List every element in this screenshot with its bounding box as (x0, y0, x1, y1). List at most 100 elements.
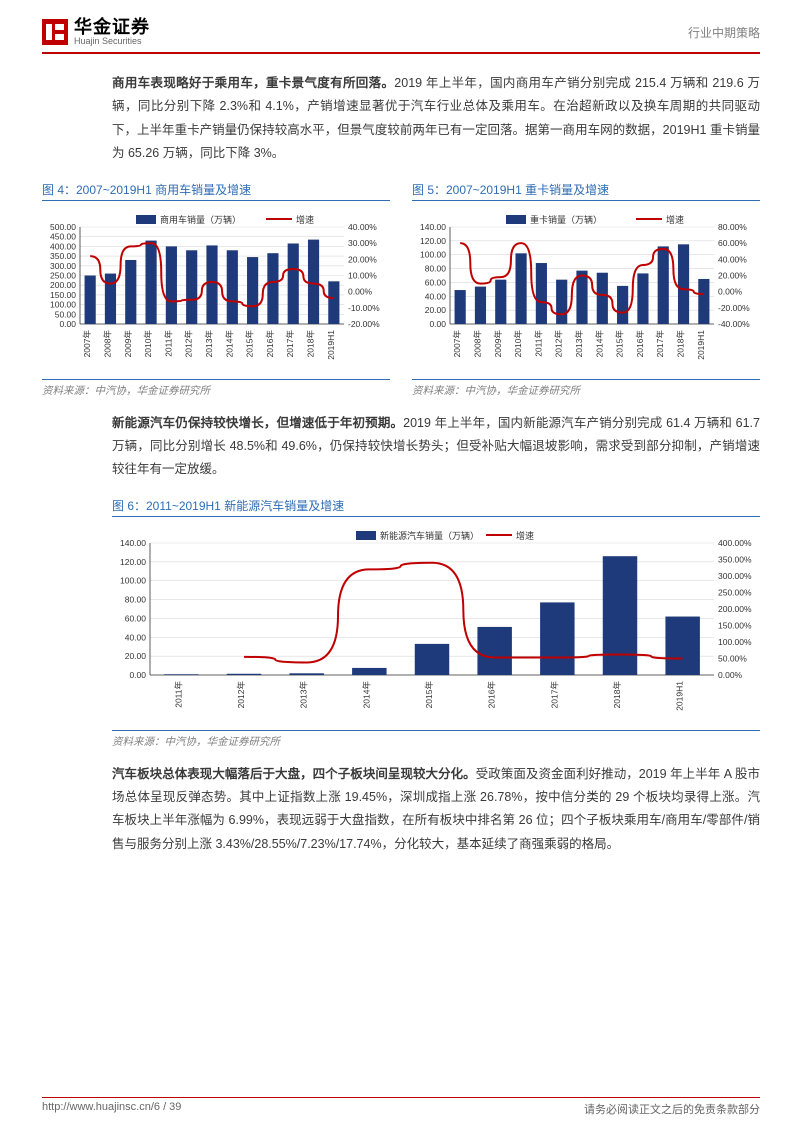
svg-text:2014年: 2014年 (361, 681, 371, 709)
svg-text:300.00: 300.00 (50, 261, 76, 271)
figure-5-source: 资料来源：中汽协，华金证券研究所 (412, 379, 760, 398)
svg-text:150.00: 150.00 (50, 290, 76, 300)
logo-text-en: Huajin Securities (74, 37, 150, 46)
figure-row-4-5: 图 4：2007~2019H1 商用车销量及增速 商用车销量（万辆） 增速 0.00… (42, 177, 760, 398)
svg-text:2008年: 2008年 (102, 329, 112, 357)
figure-6-title: 图 6：2011~2019H1 新能源汽车销量及增速 (112, 493, 760, 517)
svg-text:0.00%: 0.00% (718, 286, 743, 296)
svg-text:140.00: 140.00 (120, 538, 146, 548)
svg-text:增速: 增速 (296, 214, 314, 225)
svg-text:2018年: 2018年 (676, 329, 686, 357)
figure-5-chart: 重卡销量（万辆）增速0.0020.0040.0060.0080.00100.00… (412, 207, 760, 375)
svg-text:500.00: 500.00 (50, 222, 76, 232)
svg-text:2007年: 2007年 (452, 329, 462, 357)
svg-text:-20.00%: -20.00% (718, 303, 750, 313)
svg-text:20.00%: 20.00% (718, 270, 747, 280)
svg-text:80.00: 80.00 (125, 595, 147, 605)
svg-text:2011年: 2011年 (173, 681, 183, 708)
svg-text:2018年: 2018年 (612, 681, 622, 709)
svg-text:40.00%: 40.00% (718, 254, 747, 264)
figure-4-title: 图 4：2007~2019H1 商用车销量及增速 (42, 177, 390, 201)
svg-text:60.00%: 60.00% (718, 238, 747, 248)
svg-text:250.00%: 250.00% (718, 588, 752, 598)
svg-text:2013年: 2013年 (574, 329, 584, 357)
logo: 华金证券 Huajin Securities (42, 18, 150, 46)
svg-text:100.00%: 100.00% (718, 637, 752, 647)
paragraph-1: 商用车表现略好于乘用车，重卡景气度有所回落。2019 年上半年，国内商用车产销分… (112, 72, 760, 165)
svg-text:2010年: 2010年 (143, 329, 153, 357)
figure-4: 图 4：2007~2019H1 商用车销量及增速 商用车销量（万辆） 增速 0.00… (42, 177, 390, 398)
svg-text:2014年: 2014年 (224, 329, 234, 357)
svg-text:0.00%: 0.00% (348, 286, 373, 296)
svg-text:2009年: 2009年 (123, 329, 133, 357)
svg-text:0.00%: 0.00% (718, 670, 743, 680)
svg-text:140.00: 140.00 (420, 222, 446, 232)
svg-text:400.00%: 400.00% (718, 538, 752, 548)
svg-text:2016年: 2016年 (487, 681, 497, 709)
svg-text:60.00: 60.00 (125, 614, 147, 624)
svg-text:200.00: 200.00 (50, 280, 76, 290)
svg-text:400.00: 400.00 (50, 241, 76, 251)
svg-text:200.00%: 200.00% (718, 604, 752, 614)
svg-text:2012年: 2012年 (236, 681, 246, 709)
paragraph-3: 汽车板块总体表现大幅落后于大盘，四个子板块间呈现较大分化。受政策面及资金面利好推… (112, 763, 760, 856)
svg-text:30.00%: 30.00% (348, 238, 377, 248)
svg-text:重卡销量（万辆）: 重卡销量（万辆） (530, 214, 602, 225)
svg-text:80.00: 80.00 (425, 263, 447, 273)
svg-text:100.00: 100.00 (120, 576, 146, 586)
footer-disclaimer: 请务必阅读正文之后的免责条款部分 (584, 1101, 760, 1117)
svg-text:2016年: 2016年 (265, 329, 275, 357)
footer-url: http://www.huajinsc.cn/6 / 39 (42, 1101, 181, 1117)
svg-text:2019H1: 2019H1 (326, 330, 336, 360)
svg-text:2019H1: 2019H1 (696, 330, 706, 360)
svg-text:120.00: 120.00 (420, 236, 446, 246)
page-footer: http://www.huajinsc.cn/6 / 39 请务必阅读正文之后的… (42, 1097, 760, 1117)
svg-text:2007年: 2007年 (82, 329, 92, 357)
svg-text:250.00: 250.00 (50, 270, 76, 280)
svg-text:2016年: 2016年 (635, 329, 645, 357)
svg-text:20.00%: 20.00% (348, 254, 377, 264)
svg-text:增速: 增速 (666, 214, 684, 225)
figure-5: 图 5：2007~2019H1 重卡销量及增速 重卡销量（万辆） 增速 0.00 20… (412, 177, 760, 398)
svg-text:100.00: 100.00 (50, 299, 76, 309)
svg-text:20.00: 20.00 (425, 305, 447, 315)
svg-text:2014年: 2014年 (594, 329, 604, 357)
svg-text:商用车销量（万辆）: 商用车销量（万辆） (160, 214, 241, 225)
paragraph-1-bold: 商用车表现略好于乘用车，重卡景气度有所回落。 (112, 76, 394, 90)
svg-text:2011年: 2011年 (163, 329, 173, 356)
paragraph-2-bold: 新能源汽车仍保持较快增长，但增速低于年初预期。 (112, 416, 403, 430)
svg-text:50.00: 50.00 (55, 309, 77, 319)
svg-text:2018年: 2018年 (306, 329, 316, 357)
header-category: 行业中期策略 (688, 24, 760, 41)
figure-6-chart: 新能源汽车销量（万辆）增速0.0020.0040.0060.0080.00100… (112, 523, 760, 726)
svg-text:450.00: 450.00 (50, 232, 76, 242)
svg-text:2015年: 2015年 (424, 681, 434, 709)
svg-text:50.00%: 50.00% (718, 654, 747, 664)
svg-text:350.00%: 350.00% (718, 555, 752, 565)
svg-text:60.00: 60.00 (425, 277, 447, 287)
svg-text:增速: 增速 (516, 530, 534, 541)
svg-text:2017年: 2017年 (549, 681, 559, 709)
svg-text:0.00: 0.00 (129, 670, 146, 680)
logo-text-cn: 华金证券 (74, 18, 150, 37)
figure-5-title: 图 5：2007~2019H1 重卡销量及增速 (412, 177, 760, 201)
svg-text:10.00%: 10.00% (348, 270, 377, 280)
svg-text:0.00: 0.00 (429, 319, 446, 329)
svg-text:2017年: 2017年 (655, 329, 665, 357)
logo-icon (42, 19, 68, 45)
svg-text:2012年: 2012年 (184, 329, 194, 357)
page-header: 华金证券 Huajin Securities 行业中期策略 (0, 0, 802, 52)
figure-6-source: 资料来源：中汽协，华金证券研究所 (112, 730, 760, 749)
figure-6: 图 6：2011~2019H1 新能源汽车销量及增速 新能源汽车销量（万辆） 增速… (112, 493, 760, 749)
svg-text:2012年: 2012年 (554, 329, 564, 357)
svg-text:120.00: 120.00 (120, 557, 146, 567)
svg-text:新能源汽车销量（万辆）: 新能源汽车销量（万辆） (380, 530, 479, 541)
figure-4-chart: 商用车销量（万辆）增速0.0050.00100.00150.00200.0025… (42, 207, 390, 375)
svg-text:-10.00%: -10.00% (348, 303, 380, 313)
svg-text:150.00%: 150.00% (718, 621, 752, 631)
svg-text:2013年: 2013年 (204, 329, 214, 357)
svg-text:2008年: 2008年 (472, 329, 482, 357)
svg-text:40.00: 40.00 (125, 632, 147, 642)
svg-text:-40.00%: -40.00% (718, 319, 750, 329)
svg-text:2010年: 2010年 (513, 329, 523, 357)
